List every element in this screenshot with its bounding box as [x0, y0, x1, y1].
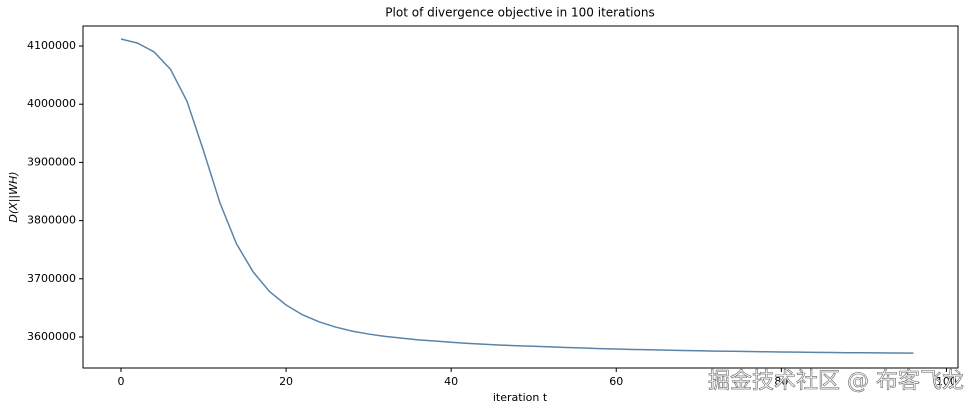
x-tick-label: 100 — [936, 375, 957, 388]
y-tick-label: 4100000 — [27, 39, 76, 52]
x-tick-label: 40 — [444, 375, 458, 388]
watermark: 掘金技术社区 @ 布客飞龙 — [708, 369, 964, 394]
y-tick-label: 3800000 — [27, 214, 76, 227]
chart-title: Plot of divergence objective in 100 iter… — [385, 6, 654, 20]
y-tick-label: 3600000 — [27, 330, 76, 343]
x-axis-label: iteration t — [493, 391, 548, 404]
y-axis-label: D(X||WH) — [7, 171, 20, 222]
x-tick-label: 60 — [609, 375, 623, 388]
x-tick-label: 80 — [774, 375, 788, 388]
y-tick-label: 3900000 — [27, 155, 76, 168]
x-tick-label: 0 — [117, 375, 124, 388]
line — [120, 38, 914, 354]
y-tick-label: 4000000 — [27, 97, 76, 110]
y-tick-label: 3700000 — [27, 272, 76, 285]
plot-frame — [82, 25, 959, 369]
x-tick-label: 20 — [279, 375, 293, 388]
